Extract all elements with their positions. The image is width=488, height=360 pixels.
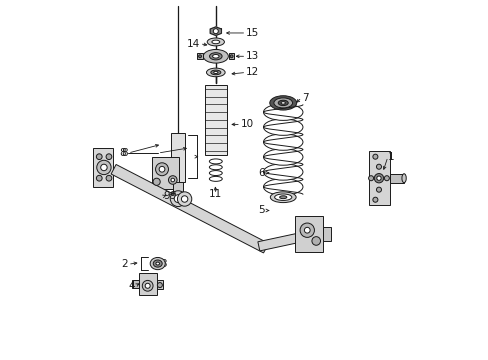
Circle shape — [181, 196, 187, 202]
Circle shape — [170, 191, 185, 207]
Circle shape — [96, 175, 102, 181]
Circle shape — [168, 176, 177, 184]
Polygon shape — [210, 27, 221, 36]
Text: 4: 4 — [128, 281, 135, 291]
Text: 8: 8 — [121, 148, 128, 158]
Circle shape — [153, 178, 160, 185]
Text: 5: 5 — [258, 206, 265, 216]
Bar — [139, 273, 156, 295]
Ellipse shape — [209, 176, 222, 181]
Circle shape — [311, 237, 320, 245]
Circle shape — [384, 176, 388, 181]
Circle shape — [177, 192, 191, 206]
Circle shape — [155, 163, 168, 176]
Bar — [197, 53, 203, 59]
Ellipse shape — [210, 70, 221, 75]
Circle shape — [376, 187, 381, 192]
Ellipse shape — [209, 171, 222, 176]
Ellipse shape — [203, 49, 228, 63]
Text: 12: 12 — [246, 67, 259, 77]
Ellipse shape — [273, 98, 292, 108]
Ellipse shape — [263, 119, 303, 135]
Ellipse shape — [209, 53, 222, 60]
Text: 7: 7 — [301, 93, 308, 103]
Ellipse shape — [212, 54, 219, 58]
Ellipse shape — [150, 257, 165, 270]
Ellipse shape — [153, 260, 162, 267]
Circle shape — [213, 29, 218, 34]
Ellipse shape — [281, 102, 285, 104]
Ellipse shape — [209, 159, 222, 164]
Text: 2: 2 — [121, 259, 128, 269]
Circle shape — [372, 197, 377, 202]
Bar — [368, 151, 389, 205]
Ellipse shape — [279, 196, 286, 199]
Ellipse shape — [209, 165, 222, 170]
Bar — [173, 182, 183, 196]
Ellipse shape — [278, 100, 287, 105]
Circle shape — [145, 283, 150, 288]
Circle shape — [106, 175, 112, 181]
Text: 14: 14 — [186, 39, 199, 49]
Bar — [228, 53, 234, 59]
Circle shape — [376, 164, 381, 169]
Bar — [323, 226, 330, 241]
Circle shape — [96, 154, 102, 159]
Circle shape — [304, 227, 309, 233]
Bar — [93, 148, 113, 187]
Ellipse shape — [213, 71, 218, 73]
Text: 1: 1 — [387, 152, 394, 162]
Ellipse shape — [270, 192, 296, 203]
Polygon shape — [257, 231, 309, 251]
Bar — [389, 174, 403, 183]
Text: 8: 8 — [119, 148, 126, 158]
Text: 9: 9 — [163, 191, 170, 201]
Text: 3: 3 — [160, 259, 166, 269]
Circle shape — [159, 166, 164, 172]
Ellipse shape — [206, 68, 224, 77]
Ellipse shape — [263, 134, 303, 150]
Circle shape — [171, 178, 174, 182]
Circle shape — [174, 195, 182, 203]
Circle shape — [368, 176, 373, 181]
Circle shape — [106, 154, 112, 159]
Ellipse shape — [269, 96, 296, 110]
Bar — [294, 216, 323, 252]
Circle shape — [300, 223, 314, 237]
Ellipse shape — [263, 164, 303, 180]
Circle shape — [142, 280, 153, 291]
Circle shape — [376, 176, 380, 180]
Circle shape — [373, 174, 383, 183]
Ellipse shape — [274, 194, 291, 201]
Ellipse shape — [156, 262, 159, 265]
Bar — [171, 134, 185, 182]
Ellipse shape — [263, 104, 303, 120]
Ellipse shape — [263, 149, 303, 165]
Text: 13: 13 — [246, 51, 259, 61]
Text: 6: 6 — [258, 168, 265, 178]
Circle shape — [198, 55, 201, 58]
Text: 9: 9 — [169, 191, 176, 201]
Bar — [132, 280, 139, 288]
Circle shape — [97, 160, 111, 175]
Circle shape — [372, 154, 377, 159]
Circle shape — [230, 55, 233, 58]
Bar — [152, 157, 179, 189]
Bar — [204, 85, 226, 155]
Text: 15: 15 — [246, 28, 259, 38]
Bar — [156, 280, 163, 289]
Ellipse shape — [211, 40, 219, 44]
Circle shape — [101, 164, 107, 171]
Ellipse shape — [207, 38, 224, 46]
Text: 10: 10 — [241, 120, 254, 129]
Ellipse shape — [263, 179, 303, 195]
Circle shape — [157, 283, 162, 288]
Polygon shape — [111, 165, 268, 253]
Text: 11: 11 — [209, 189, 222, 199]
Ellipse shape — [401, 174, 406, 183]
